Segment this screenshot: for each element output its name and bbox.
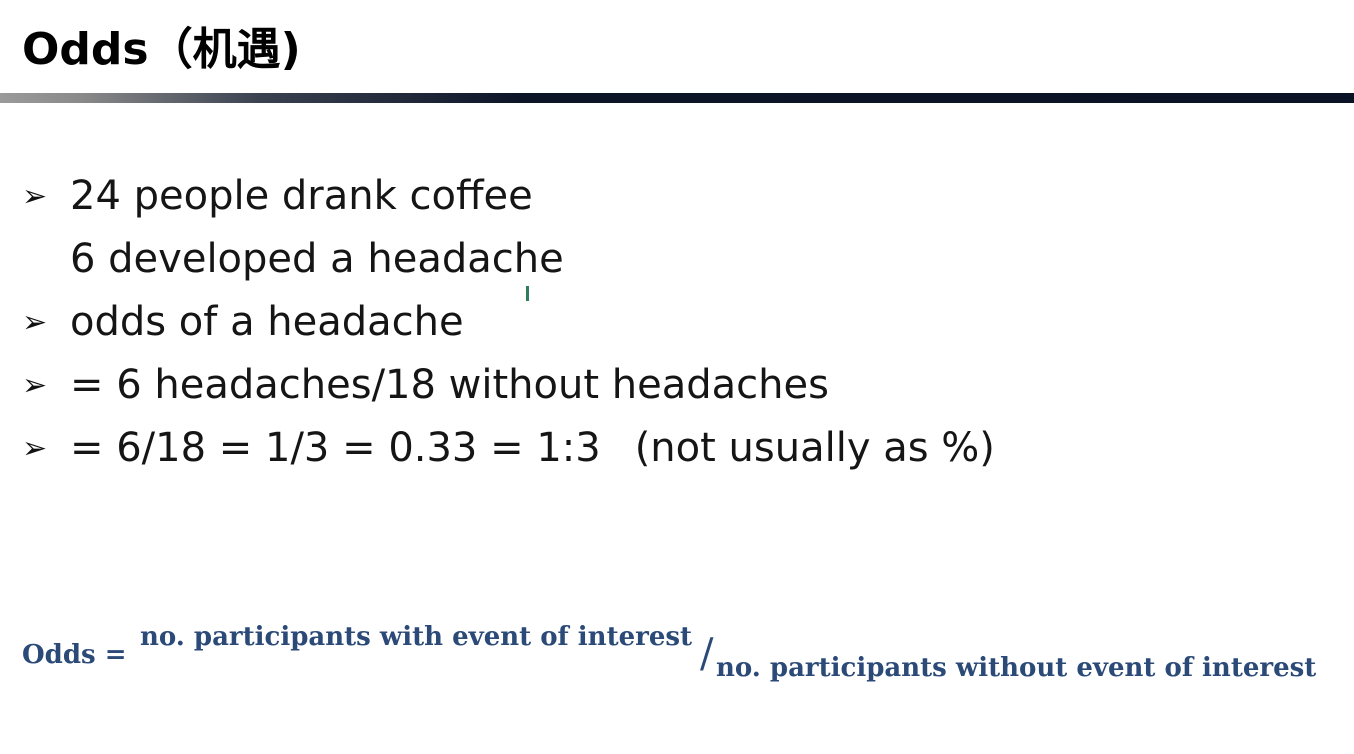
bullet-item: ➢ = 6 headaches/18 without headaches: [22, 354, 1222, 417]
arrow-bullet-icon: ➢: [22, 368, 48, 403]
bullet-item: ➢ = 6/18 = 1/3 = 0.33 = 1:3 (not usually …: [22, 417, 1222, 480]
bullet-item: ➢ 24 people drank coffee: [22, 165, 1222, 228]
arrow-bullet-icon: ➢: [22, 179, 48, 214]
formula-lhs: Odds =: [22, 640, 127, 670]
formula-numerator: no. participants with event of interest: [140, 622, 693, 652]
formula-slash: /: [700, 631, 714, 677]
title-divider: [0, 93, 1354, 103]
bullet-note: (not usually as %): [634, 425, 995, 471]
bullet-text: 24 people drank coffee: [70, 173, 533, 219]
arrow-bullet-icon: ➢: [22, 431, 48, 466]
bullet-item: ➢ odds of a headache: [22, 291, 1222, 354]
odds-formula: Odds = no. participants with event of in…: [22, 620, 1342, 700]
bullet-text: odds of a headache: [70, 299, 464, 345]
bullet-list: ➢ 24 people drank coffee 6 developed a h…: [22, 165, 1222, 480]
bullet-equation: = 6/18 = 1/3 = 0.33 = 1:3: [70, 425, 601, 471]
text-cursor-mark: [526, 286, 529, 301]
arrow-bullet-icon: ➢: [22, 305, 48, 340]
bullet-text-with-note: = 6/18 = 1/3 = 0.33 = 1:3 (not usually as…: [70, 417, 995, 480]
bullet-text: = 6 headaches/18 without headaches: [70, 362, 829, 408]
formula-denominator: no. participants without event of intere…: [716, 653, 1317, 683]
slide-title: Odds（机遇): [22, 24, 301, 75]
bullet-continuation: 6 developed a headache: [22, 228, 1222, 291]
bullet-text: 6 developed a headache: [70, 236, 564, 282]
